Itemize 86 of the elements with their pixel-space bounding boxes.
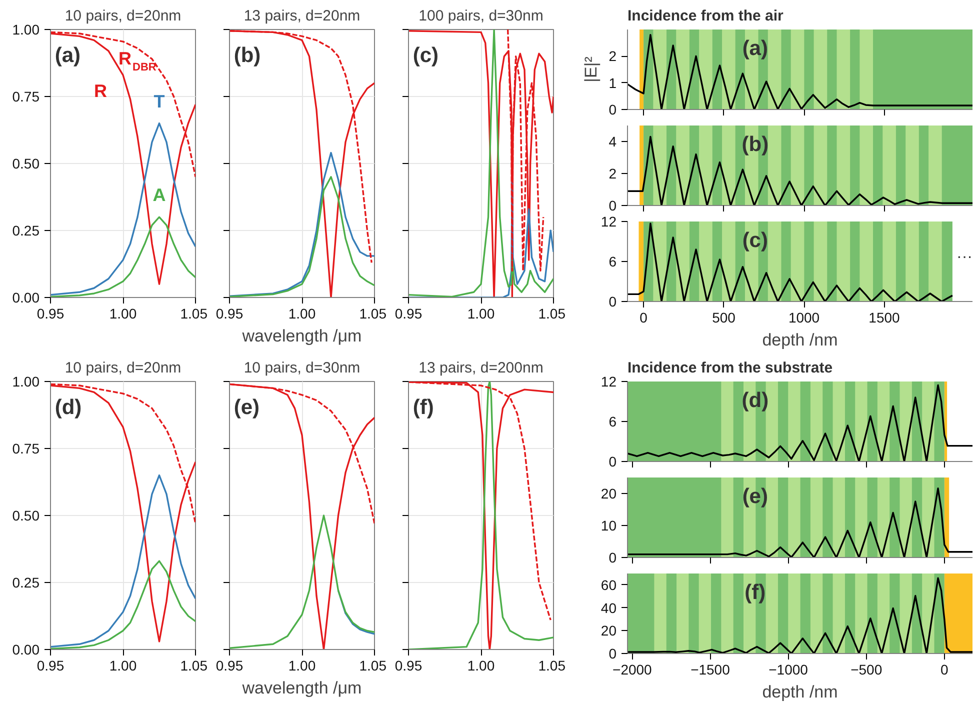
chart-title: 10 pairs, d=20nm	[64, 360, 182, 376]
x-tick-label: 0	[940, 662, 949, 678]
chart-title: 100 pairs, d=30nm	[418, 8, 544, 24]
x-tick-label: 0.95	[216, 306, 244, 322]
series-label: R	[94, 81, 107, 102]
y-tick-label: 1.00	[12, 22, 40, 38]
annotation: (a)	[742, 36, 768, 60]
y-tick-label: 0	[608, 198, 617, 214]
annotation: (b)	[234, 44, 261, 68]
chart-title: 10 pairs, d=30nm	[244, 360, 360, 376]
x-tick-label: −1000	[768, 662, 808, 678]
x-tick-label: 1000	[788, 310, 820, 326]
y-tick-label: 0.50	[12, 508, 40, 524]
annotation: (d)	[742, 388, 769, 412]
y-tick-label: 6	[608, 414, 617, 430]
y-tick-label: 1	[608, 74, 617, 91]
y-tick-label: 60	[600, 576, 617, 593]
x-axis-title: wavelength /μm	[241, 326, 362, 346]
chart-title: 13 pairs, d=20nm	[244, 8, 360, 24]
line-series	[628, 222, 954, 302]
y-tick-label: 4	[608, 134, 617, 150]
x-tick-label: 1.00	[467, 658, 495, 674]
x-tick-label: 1500	[868, 310, 900, 326]
annotation: (d)	[54, 396, 82, 420]
x-tick-label: 1.00	[109, 658, 137, 674]
x-tick-label: −500	[850, 662, 882, 678]
y-tick-label: 0.75	[12, 440, 40, 456]
x-tick-label: 0.95	[394, 306, 422, 322]
x-tick-label: 500	[712, 310, 736, 326]
y-tick-label: 0	[608, 294, 617, 310]
chart-title: 10 pairs, d=20nm	[64, 8, 182, 24]
x-tick-label: 0	[640, 310, 648, 326]
x-axis-title: depth /nm	[762, 682, 838, 702]
annotation: (a)	[54, 44, 81, 68]
y-tick-label: 0	[608, 550, 617, 566]
y-axis-title: |E|²	[582, 56, 601, 82]
annotation: (b)	[742, 132, 769, 156]
annotation: (e)	[742, 484, 768, 508]
x-tick-label: 1.05	[180, 306, 208, 322]
y-tick-label: 0.00	[12, 290, 40, 306]
annotation: (c)	[412, 44, 439, 68]
x-axis-title: wavelength /μm	[241, 678, 362, 698]
y-tick-label: 10	[600, 518, 617, 534]
x-tick-label: 1.00	[288, 306, 316, 322]
y-tick-label: 0	[608, 102, 617, 118]
x-tick-label: 1.05	[538, 658, 566, 674]
y-tick-label: 0.25	[12, 222, 40, 238]
y-tick-label: 40	[600, 600, 617, 616]
x-tick-label: 1.00	[288, 658, 316, 674]
y-tick-label: 0	[608, 646, 617, 662]
x-tick-label: 0.95	[216, 658, 244, 674]
y-tick-label: 0.75	[12, 88, 40, 104]
y-tick-label: 0.50	[12, 156, 40, 172]
chart-title: 13 pairs, d=200nm	[418, 360, 544, 376]
chart-title: Incidence from the substrate	[628, 360, 833, 376]
x-axis-title: depth /nm	[762, 330, 838, 350]
annotation: (c)	[742, 228, 768, 252]
y-tick-label: 1.00	[12, 374, 40, 390]
x-tick-label: 1.05	[359, 658, 387, 674]
x-tick-label: 1.05	[180, 658, 208, 674]
annotation: ···	[956, 248, 972, 266]
y-tick-label: 20	[600, 622, 617, 639]
annotation: (f)	[744, 580, 766, 604]
y-tick-label: 12	[600, 214, 617, 230]
x-tick-label: −2000	[612, 662, 652, 678]
x-tick-label: 1.00	[109, 306, 137, 322]
y-tick-label: 6	[608, 254, 617, 270]
y-tick-label: 0.00	[12, 642, 40, 658]
series-label: A	[152, 185, 166, 206]
x-tick-label: 0.95	[36, 658, 64, 674]
y-tick-label: 20	[600, 486, 617, 502]
chart-title: Incidence from the air	[628, 8, 784, 24]
x-tick-label: 1.05	[359, 306, 387, 322]
x-tick-label: 0.95	[394, 658, 422, 674]
x-tick-label: 1.00	[467, 306, 495, 322]
x-tick-label: 1.05	[538, 306, 566, 322]
annotation: (e)	[234, 396, 260, 420]
y-tick-label: 0	[608, 454, 617, 470]
series-label: T	[154, 91, 165, 112]
annotation: (f)	[412, 396, 434, 420]
y-tick-label: 2	[608, 166, 617, 182]
y-tick-label: 2	[608, 48, 617, 64]
x-tick-label: −1500	[690, 662, 730, 678]
y-tick-label: 0.25	[12, 574, 40, 590]
x-tick-label: 0.95	[36, 306, 64, 322]
y-tick-label: 12	[600, 374, 617, 390]
